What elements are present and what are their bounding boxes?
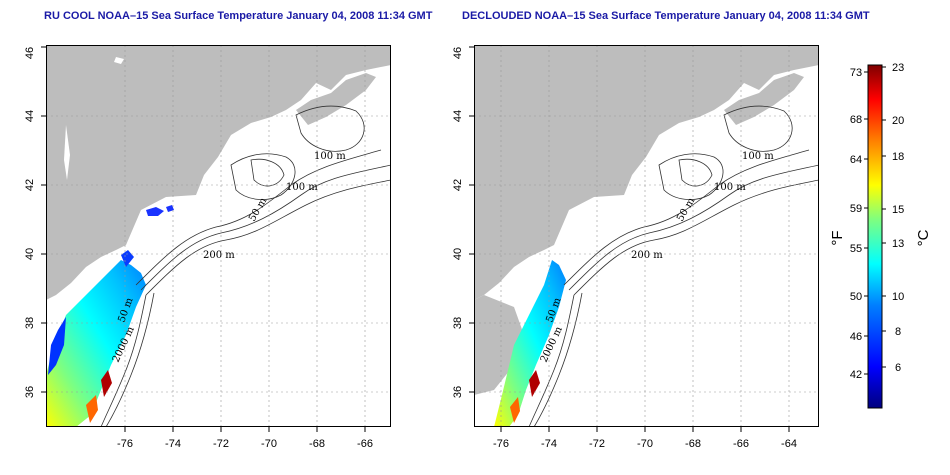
colorbar-gradient (867, 64, 883, 409)
contour-label-50m-a: 50 m (675, 196, 697, 224)
x-tick-label: -72 (213, 438, 229, 450)
fahrenheit-tick: 50 (850, 291, 862, 303)
sst-warm-core-2 (510, 397, 520, 423)
x-tick-label: -76 (493, 438, 509, 450)
sst-warm-core (529, 370, 540, 397)
x-tick-label: -72 (589, 438, 605, 450)
contour-label-200m: 200 m (203, 250, 235, 261)
fahrenheit-tick: 68 (850, 114, 862, 126)
x-tick-label: -76 (117, 438, 133, 450)
sst-warm-core (101, 370, 112, 397)
right-map-panel[interactable]: 100 m 100 m 50 m 200 m 50 m 2000 m (474, 45, 819, 427)
y-tick-label: 46 (24, 47, 36, 59)
x-tick-label: -66 (357, 438, 373, 450)
y-tick-label: 42 (452, 179, 464, 191)
y-tick-label: 44 (452, 110, 464, 122)
land-mass (474, 45, 819, 300)
y-tick-label: 46 (452, 47, 464, 59)
celsius-tick: 23 (892, 62, 904, 74)
sst-blue-patch-2 (121, 250, 134, 267)
bathymetry-contours (528, 105, 819, 427)
y-tick-label: 40 (24, 248, 36, 260)
x-tick-label: -68 (685, 438, 701, 450)
sst-warm-core-2 (86, 395, 98, 423)
left-map-svg: 100 m 100 m 50 m 200 m 50 m 2000 m (46, 45, 391, 427)
temperature-colorbar: 73 68 64 59 55 50 46 42 23 20 18 15 13 1… (828, 60, 946, 420)
contour-label-50m-a: 50 m (247, 196, 269, 224)
fahrenheit-tick: 55 (850, 243, 862, 255)
contour-label-100m-b: 100 m (714, 182, 746, 193)
fahrenheit-unit-label: °F (829, 230, 846, 245)
celsius-tick: 15 (892, 204, 904, 216)
y-tick-label: 38 (452, 317, 464, 329)
land-mass (46, 45, 391, 300)
y-tick-label: 40 (452, 248, 464, 260)
x-tick-label: -74 (165, 438, 181, 450)
x-tick-label: -70 (637, 438, 653, 450)
sst-coastal-strip (46, 260, 146, 427)
y-tick-label: 42 (24, 179, 36, 191)
y-tick-label: 36 (452, 386, 464, 398)
y-tick-label: 36 (24, 386, 36, 398)
right-map-title: DECLOUDED NOAA–15 Sea Surface Temperatur… (462, 10, 870, 22)
x-tick-label: -66 (733, 438, 749, 450)
fahrenheit-tick: 64 (850, 154, 862, 166)
celsius-tick: 20 (892, 115, 904, 127)
right-map-svg: 100 m 100 m 50 m 200 m 50 m 2000 m (474, 45, 819, 427)
fahrenheit-tick: 42 (850, 369, 862, 381)
x-tick-label: -70 (261, 438, 277, 450)
x-tick-label: -64 (781, 438, 797, 450)
contour-label-100m-b: 100 m (286, 182, 318, 193)
x-tick-label: -74 (541, 438, 557, 450)
contour-label-200m: 200 m (631, 250, 663, 261)
fahrenheit-tick: 73 (850, 67, 862, 79)
sst-blue-patch (48, 317, 66, 375)
y-tick-label: 44 (24, 110, 36, 122)
contour-label-100m-a: 100 m (314, 151, 346, 162)
sst-coastal-strip (494, 260, 566, 427)
left-map-title: RU COOL NOAA–15 Sea Surface Temperature … (44, 10, 433, 22)
celsius-tick: 8 (895, 326, 901, 338)
y-tick-label: 38 (24, 317, 36, 329)
grid-lines (46, 45, 391, 427)
celsius-tick: 10 (892, 291, 904, 303)
contour-label-100m-a: 100 m (742, 151, 774, 162)
grid-lines (474, 45, 819, 427)
map-frame (46, 45, 391, 427)
x-tick-label: -68 (309, 438, 325, 450)
left-map-panel[interactable]: 100 m 100 m 50 m 200 m 50 m 2000 m (46, 45, 391, 427)
celsius-unit-label: °C (915, 229, 932, 246)
celsius-tick: 6 (895, 362, 901, 374)
fahrenheit-tick: 59 (850, 203, 862, 215)
map-frame (474, 45, 819, 427)
nova-scotia-land (296, 73, 376, 125)
bathymetry-contours (100, 105, 391, 427)
celsius-tick: 18 (892, 151, 904, 163)
nova-scotia-land (724, 73, 804, 125)
celsius-tick: 13 (892, 238, 904, 250)
fahrenheit-tick: 46 (850, 331, 862, 343)
